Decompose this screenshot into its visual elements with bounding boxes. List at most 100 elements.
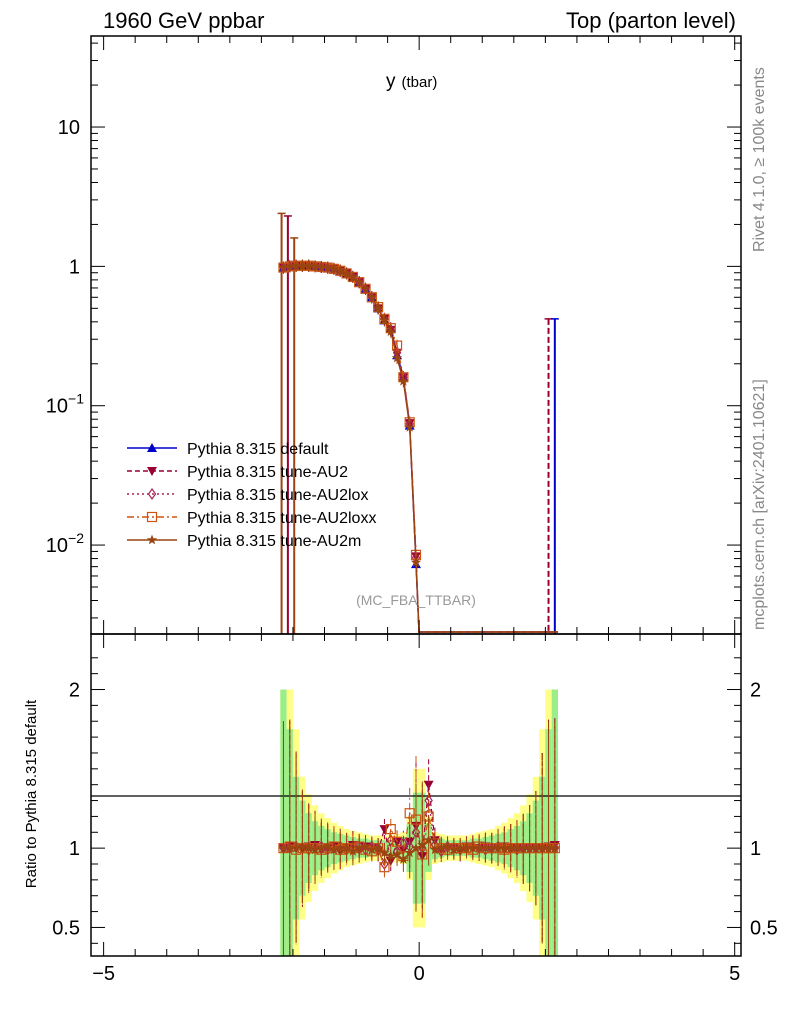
ratio-point <box>322 841 333 851</box>
data-point <box>322 262 333 272</box>
ratio-y-tick-label-left: 0.5 <box>52 917 80 939</box>
y-tick-label: 10−2 <box>46 530 84 557</box>
data-point <box>385 326 396 337</box>
y-tick-label: 10−1 <box>46 391 84 418</box>
ratio-point <box>297 841 308 851</box>
ratio-y-tick-label-right: 0.5 <box>750 917 778 939</box>
legend-label-au2: Pythia 8.315 tune-AU2 <box>187 464 348 481</box>
ratio-point <box>372 842 384 853</box>
data-point <box>404 421 415 432</box>
ratio-point <box>423 834 434 845</box>
y-tick-label-exp: −2 <box>68 530 84 546</box>
plot-title-sub: (tbar) <box>402 74 438 91</box>
ratio-point <box>543 842 554 853</box>
legend-marker-au2 <box>147 467 157 476</box>
legend-label-au2loxx: Pythia 8.315 tune-AU2loxx <box>187 510 376 527</box>
plot-title: y (tbar) <box>386 71 437 92</box>
ratio-point <box>461 842 472 853</box>
ratio-point <box>537 842 548 853</box>
y-tick-label: 1 <box>69 256 80 278</box>
data-point <box>335 265 346 276</box>
data-point <box>398 375 409 386</box>
ratio-point <box>486 842 497 853</box>
ratio-point <box>278 842 289 853</box>
ratio-point <box>511 842 523 853</box>
ratio-point <box>347 845 359 856</box>
ratio-point <box>473 842 485 853</box>
ratio-point <box>290 842 302 853</box>
ratio-point <box>499 842 510 853</box>
legend-marker-au2m <box>146 534 158 545</box>
rivet-version-label: Rivet 4.1.0, ≥ 100k events <box>751 67 768 252</box>
ratio-y-tick-label-right: 1 <box>750 838 761 860</box>
ratio-point <box>309 844 321 855</box>
ratio-point <box>404 847 415 858</box>
ratio-point <box>524 842 535 853</box>
error-spikes <box>277 212 559 634</box>
ratio-plot-frame <box>90 633 742 957</box>
ratio-point <box>530 842 542 853</box>
ratio-point <box>385 824 396 835</box>
ratio-y-tick-label-left: 2 <box>69 680 80 702</box>
ratio-point <box>379 847 390 858</box>
ratio-axis-ticks: 2 2 1 1 0.5 0.5 −5 0 5 <box>52 634 778 985</box>
x-tick-label: 5 <box>729 963 740 985</box>
data-point <box>309 260 321 271</box>
plot-title-main: y <box>386 71 396 92</box>
ratio-point <box>467 842 478 853</box>
ratio-point <box>410 842 422 853</box>
data-point <box>347 271 359 282</box>
ratio-y-tick-label-left: 1 <box>69 838 80 860</box>
ratio-point <box>284 842 295 853</box>
data-point <box>341 267 352 278</box>
ratio-point <box>391 849 403 859</box>
data-point <box>391 340 403 351</box>
ratio-point <box>360 841 371 851</box>
legend-marker-au2lox <box>147 487 157 501</box>
legend: Pythia 8.315 default Pythia 8.315 tune-AU… <box>127 441 376 550</box>
ratio-point <box>417 839 428 850</box>
legend-marker-au2loxx <box>146 511 158 523</box>
ratio-point <box>303 842 314 853</box>
ratio-series-layer <box>278 718 561 956</box>
ratio-y-tick-label-right: 2 <box>750 680 761 702</box>
ratio-point <box>385 850 396 861</box>
ratio-ylabel: Ratio to Pythia 8.315 default <box>23 699 40 888</box>
series-au2m <box>278 259 558 633</box>
data-point <box>379 314 390 325</box>
header-process: Top (parton level) <box>566 8 736 33</box>
ratio-point <box>480 842 491 853</box>
y-tick-label-exp: −1 <box>68 391 84 407</box>
legend-label-default: Pythia 8.315 default <box>187 441 329 458</box>
ratio-point <box>335 842 346 853</box>
analysis-label: (MC_FBA_TTBAR) <box>356 592 476 608</box>
ratio-point <box>505 842 516 853</box>
y-tick-label-base: 10 <box>46 535 68 557</box>
ratio-point <box>429 844 441 855</box>
data-point <box>391 352 403 363</box>
data-point <box>297 260 308 271</box>
ratio-point <box>424 794 433 807</box>
mcplots-label: mcplots.cern.ch [arXiv:2401.10621] <box>751 379 768 630</box>
legend-label-au2lox: Pythia 8.315 tune-AU2lox <box>187 487 368 504</box>
ratio-point <box>379 825 390 835</box>
ratio-point <box>341 842 352 853</box>
ratio-point <box>518 842 529 853</box>
ratio-point <box>436 842 447 853</box>
ratio-point <box>328 844 340 855</box>
ratio-point <box>366 844 378 855</box>
y-tick-label: 10 <box>58 117 80 139</box>
data-point <box>372 302 384 313</box>
series-layer <box>278 259 558 633</box>
data-point <box>410 557 422 567</box>
x-tick-label: 0 <box>414 963 425 985</box>
data-point <box>354 276 365 287</box>
data-point <box>278 262 289 272</box>
ratio-point <box>398 853 409 864</box>
data-point <box>366 291 378 302</box>
ratio-point <box>354 842 365 853</box>
data-point <box>290 260 302 271</box>
ratio-plot-panel: 2 2 1 1 0.5 0.5 −5 0 5 Ratio to Pythia 8.315 def… <box>23 633 778 985</box>
